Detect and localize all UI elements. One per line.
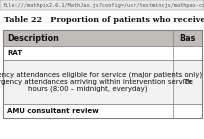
Text: RAT: RAT [7, 50, 22, 56]
Text: file:///mathpix2.6.1/MathJax.js?config=/usr/testmincjs/mathpax-config-classic.3.: file:///mathpix2.6.1/MathJax.js?config=/… [3, 3, 204, 8]
Bar [3, 60, 202, 104]
Text: Bas: Bas [179, 33, 196, 43]
Text: Th: Th [183, 79, 192, 85]
Bar [0, 0, 204, 10]
Text: emergency attendances eligible for service (major patients only)
emergency atten: emergency attendances eligible for servi… [0, 71, 202, 92]
Bar [3, 30, 202, 118]
Text: AMU consultant review: AMU consultant review [7, 108, 99, 114]
Text: Description: Description [7, 33, 59, 43]
Bar [3, 104, 202, 118]
Text: Table 22   Proportion of patients who receive the interventio: Table 22 Proportion of patients who rece… [4, 16, 204, 24]
Bar [3, 46, 202, 60]
Bar [3, 30, 202, 46]
